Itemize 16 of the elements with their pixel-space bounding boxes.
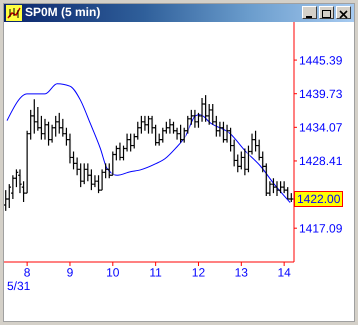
line-series	[6, 83, 291, 204]
x-tick-label: 9	[66, 266, 74, 280]
x-tick-label: 13	[234, 266, 248, 280]
y-tick-label: 1417.09	[299, 221, 343, 236]
y-tick-label: 1439.73	[299, 86, 343, 101]
x-tick-label: 14	[277, 266, 292, 280]
chart-title: SP0M (5 min)	[25, 5, 100, 19]
x-tick-label: 12	[192, 266, 206, 280]
x-tick-label: 8	[24, 266, 31, 280]
x-tick-label: 10	[106, 266, 120, 280]
y-tick-label: 1434.07	[299, 120, 343, 135]
y-tick-label: 1428.41	[299, 154, 343, 168]
text: 5/31	[7, 279, 30, 293]
y-tick-label: 1445.39	[299, 53, 343, 68]
x-tick-label: 11	[149, 266, 162, 280]
annotation: 1422.00	[294, 191, 344, 208]
